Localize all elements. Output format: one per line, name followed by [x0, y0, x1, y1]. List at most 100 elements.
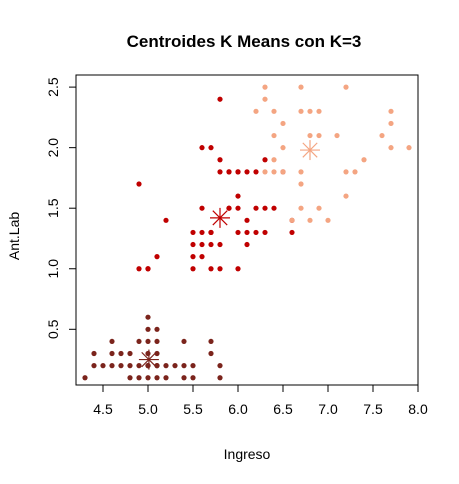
data-point	[190, 229, 196, 236]
data-point	[298, 181, 304, 187]
data-point	[208, 145, 214, 151]
data-point	[343, 84, 349, 90]
data-point	[352, 169, 358, 175]
data-point	[199, 254, 205, 260]
x-axis-label: Ingreso	[224, 446, 271, 462]
data-point	[379, 132, 385, 139]
data-point	[217, 241, 223, 248]
y-axis: 0.5 1.0 1.5 2.0 2.5	[45, 77, 76, 339]
data-point	[199, 229, 205, 236]
x-tick-label: 6.5	[273, 401, 293, 417]
data-point	[136, 181, 142, 187]
data-point	[262, 205, 268, 211]
data-point	[109, 338, 115, 345]
data-point	[163, 363, 169, 369]
data-point	[145, 375, 151, 381]
data-point	[91, 363, 97, 369]
data-point	[208, 229, 214, 236]
data-point	[289, 229, 295, 236]
data-point	[82, 375, 88, 381]
data-point	[154, 326, 160, 332]
data-point	[307, 108, 313, 114]
data-point	[271, 169, 277, 175]
data-point	[298, 84, 304, 90]
data-point	[100, 363, 106, 369]
data-point	[262, 229, 268, 236]
data-point	[253, 169, 259, 175]
data-point	[208, 338, 214, 345]
x-tick-label: 5.5	[183, 401, 203, 417]
data-point	[244, 217, 250, 223]
data-point	[190, 266, 196, 272]
x-tick-label: 4.5	[93, 401, 113, 417]
data-point	[217, 375, 223, 381]
data-point	[406, 145, 412, 151]
data-point	[190, 254, 196, 260]
x-axis: 4.5 5.0 5.5 6.0 6.5 7.0 7.5 8.0	[93, 385, 428, 417]
centroid-marker	[138, 349, 159, 370]
data-point	[289, 217, 295, 223]
data-point	[262, 169, 268, 175]
data-point	[154, 338, 160, 345]
data-point	[190, 375, 196, 381]
data-point	[217, 363, 223, 369]
data-point	[163, 375, 169, 381]
data-point	[244, 169, 250, 175]
data-point	[388, 120, 394, 127]
data-point	[235, 193, 241, 199]
data-point	[298, 205, 304, 211]
data-point	[136, 338, 142, 345]
data-point	[154, 254, 160, 260]
data-point	[244, 241, 250, 248]
data-point	[253, 108, 259, 114]
data-point	[127, 363, 133, 369]
data-point	[154, 375, 160, 381]
y-tick-label: 1.0	[45, 259, 61, 279]
data-point	[271, 132, 277, 139]
data-point	[217, 266, 223, 272]
data-point	[109, 350, 115, 357]
data-point	[361, 157, 367, 163]
data-point	[343, 169, 349, 175]
chart-title: Centroides K Means con K=3	[127, 32, 362, 51]
data-point	[298, 108, 304, 114]
data-point	[388, 108, 394, 114]
data-point	[271, 157, 277, 163]
x-tick-label: 8.0	[408, 401, 428, 417]
data-point	[91, 350, 97, 357]
data-point	[307, 217, 313, 223]
data-point	[298, 169, 304, 175]
data-point	[172, 363, 178, 369]
data-point	[118, 350, 124, 357]
data-point	[235, 205, 241, 211]
data-point	[316, 132, 322, 139]
data-point	[145, 350, 151, 357]
data-point	[190, 241, 196, 248]
data-point	[262, 157, 268, 163]
data-point	[199, 205, 205, 211]
data-point	[136, 375, 142, 381]
data-point	[244, 229, 250, 236]
data-point	[109, 363, 115, 369]
y-tick-label: 0.5	[45, 319, 61, 339]
data-point	[145, 314, 151, 320]
data-point	[235, 266, 241, 272]
data-point	[181, 363, 187, 369]
data-point	[118, 363, 124, 369]
data-point	[136, 266, 142, 272]
data-point	[181, 375, 187, 381]
data-point	[145, 338, 151, 345]
data-point	[136, 363, 142, 369]
data-point	[271, 205, 277, 211]
centroid-markers	[138, 140, 320, 370]
data-point	[316, 205, 322, 211]
data-point	[217, 96, 223, 102]
x-tick-label: 7.0	[318, 401, 338, 417]
data-point	[208, 266, 214, 272]
data-point	[253, 229, 259, 236]
data-point	[334, 132, 340, 139]
data-point	[199, 145, 205, 151]
data-point	[262, 96, 268, 102]
